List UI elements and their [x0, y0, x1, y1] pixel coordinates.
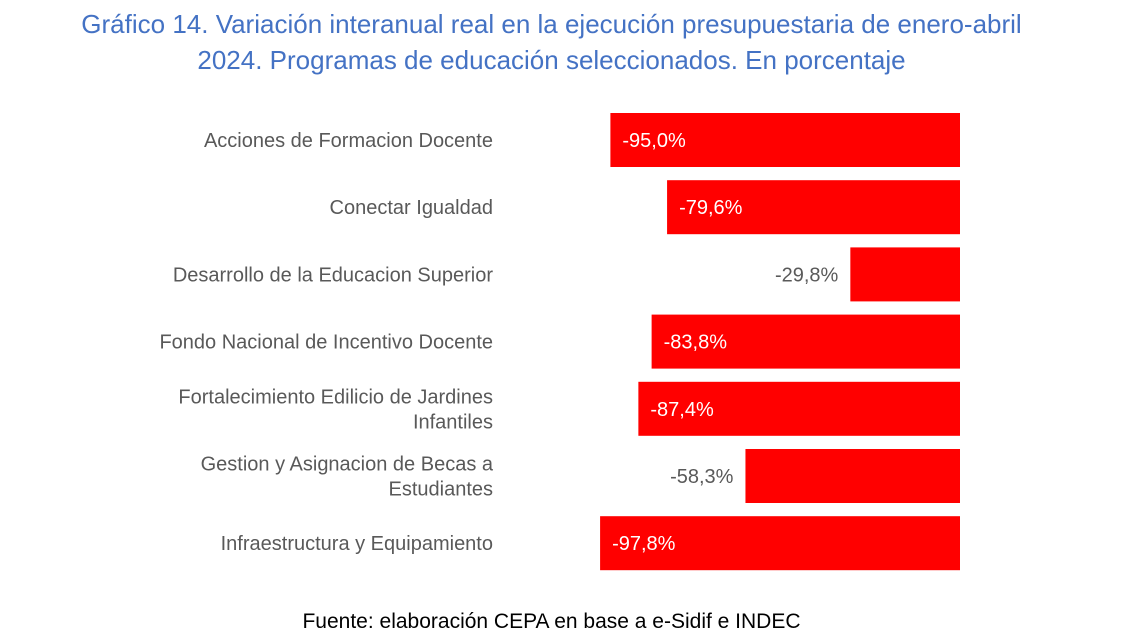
data-label: -87,4%: [650, 399, 714, 421]
chart-title: Gráfico 14. Variación interanual real en…: [0, 6, 1103, 78]
data-label: -97,8%: [612, 533, 676, 555]
category-label: Infraestructura y Equipamiento: [221, 533, 493, 555]
data-label: -79,6%: [679, 197, 743, 219]
category-label: Desarrollo de la Educacion Superior: [173, 264, 494, 286]
category-label: Conectar Igualdad: [330, 197, 493, 219]
bar: [667, 180, 960, 235]
chart-title-line-2: 2024. Programas de educación seleccionad…: [197, 45, 906, 75]
bar: [850, 247, 960, 302]
chart-title-line-1: Gráfico 14. Variación interanual real en…: [81, 9, 1022, 39]
bar: [638, 381, 960, 436]
data-label: -83,8%: [664, 332, 728, 354]
category-label: Fortalecimiento Edilicio de Jardines Infa…: [178, 386, 493, 433]
category-label: Gestion y Asignacion de Becas a Estudiant…: [201, 454, 494, 501]
category-label: Fondo Nacional de Incentivo Docente: [159, 332, 493, 354]
data-label: -29,8%: [775, 264, 839, 286]
bar-chart: -95,0% Acciones de Formacion Docente -79,6…: [159, 113, 960, 571]
bar: [610, 113, 960, 167]
bar: [600, 516, 960, 571]
bar: [651, 314, 960, 369]
bar: [745, 449, 960, 503]
data-label: -58,3%: [670, 466, 734, 488]
source-note: Fuente: elaboración CEPA en base a e-Sid…: [302, 610, 801, 633]
category-label: Acciones de Formacion Docente: [204, 130, 493, 152]
data-label: -95,0%: [622, 130, 686, 152]
